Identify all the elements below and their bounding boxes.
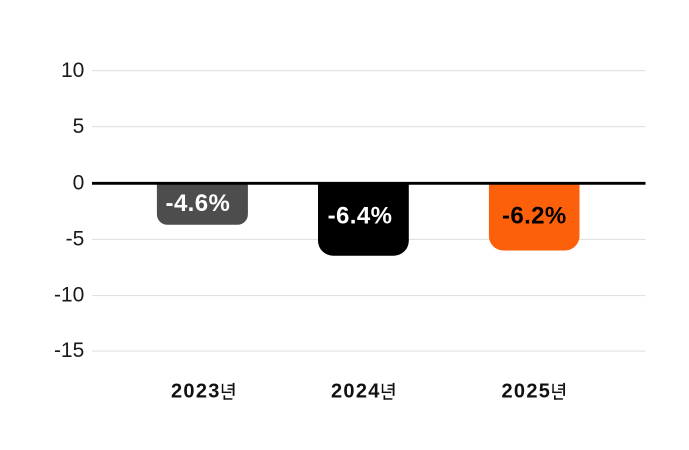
svg-text:5: 5 bbox=[73, 115, 85, 138]
svg-text:-6.4%: -6.4% bbox=[328, 202, 393, 229]
svg-text:0: 0 bbox=[73, 171, 85, 194]
svg-text:10: 10 bbox=[61, 59, 84, 82]
svg-text:-10: -10 bbox=[54, 284, 84, 307]
svg-text:-5: -5 bbox=[66, 228, 85, 251]
svg-text:2023: 2023 bbox=[171, 381, 221, 403]
svg-text:2024: 2024 bbox=[331, 381, 381, 403]
svg-text:-15: -15 bbox=[54, 339, 84, 362]
svg-text:-4.6%: -4.6% bbox=[166, 190, 231, 217]
svg-text:-6.2%: -6.2% bbox=[502, 202, 567, 229]
svg-text:2025: 2025 bbox=[502, 381, 552, 403]
